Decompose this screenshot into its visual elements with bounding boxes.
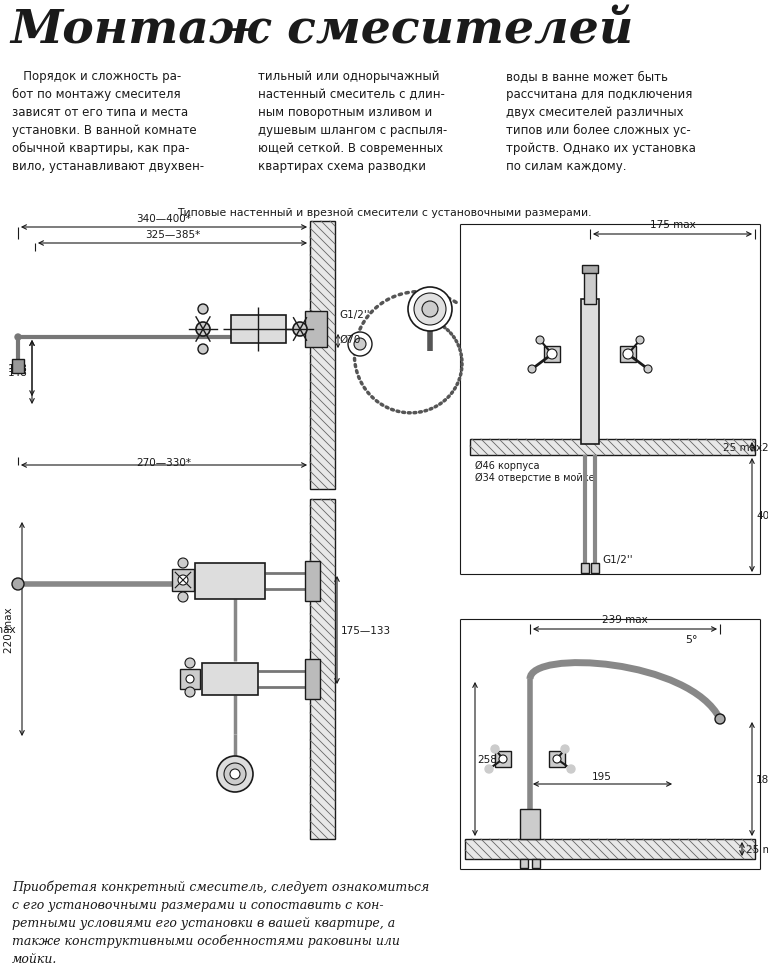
Text: 148: 148 [8,363,28,373]
Text: Порядок и сложность ра-
бот по монтажу смесителя
зависят от его типа и места
уст: Порядок и сложность ра- бот по монтажу с… [12,70,204,173]
Text: 175—133: 175—133 [341,625,391,635]
Text: 400: 400 [756,510,768,521]
Text: тильный или однорычажный
настенный смеситель с длин-
ным поворотным изливом и
ду: тильный или однорычажный настенный смеси… [258,70,447,173]
Bar [581,564,589,573]
Bar [305,312,327,348]
Circle shape [354,339,366,351]
Text: 148: 148 [8,367,28,378]
Circle shape [178,575,188,585]
Text: 270—330*: 270—330* [137,457,191,468]
Circle shape [491,745,499,753]
Circle shape [186,675,194,683]
Circle shape [644,365,652,373]
Text: Ø34 отверстие в мойке: Ø34 отверстие в мойке [475,473,594,483]
Circle shape [185,687,195,698]
Circle shape [408,287,452,331]
Text: 239 max: 239 max [602,615,648,624]
Bar [470,440,755,455]
Bar [195,564,265,599]
Circle shape [567,765,575,773]
Circle shape [422,302,438,318]
Circle shape [217,756,253,792]
Circle shape [12,578,24,590]
Bar [305,562,320,602]
Bar [465,839,755,859]
Bar [172,570,194,591]
Text: Ø70: Ø70 [339,335,360,345]
Circle shape [198,345,208,355]
Circle shape [293,322,307,337]
Text: воды в ванне может быть
рассчитана для подключения
двух смесителей различных
тип: воды в ванне может быть рассчитана для п… [506,70,696,173]
Bar [305,659,320,700]
Bar [549,751,565,767]
Text: 182: 182 [756,774,768,785]
Bar [12,360,24,373]
Circle shape [178,559,188,569]
Text: 220 max: 220 max [0,624,16,634]
Bar [202,663,258,696]
Text: 220 max: 220 max [4,607,14,652]
Bar [544,347,560,362]
Bar [180,669,200,690]
Circle shape [536,337,544,345]
Text: 195: 195 [592,771,612,782]
Text: G1/2'': G1/2'' [602,554,633,565]
Text: 25 max: 25 max [723,443,762,452]
Bar [532,859,540,869]
Circle shape [224,763,246,786]
Text: Ø46 корпуса: Ø46 корпуса [475,460,539,471]
Bar [591,564,599,573]
Bar [520,859,528,869]
Circle shape [15,335,21,341]
Bar [310,499,335,839]
Text: Приобретая конкретный смеситель, следует ознакомиться
с его установочными размер: Приобретая конкретный смеситель, следует… [12,879,429,965]
Text: Монтаж смесителей: Монтаж смесителей [10,8,634,54]
Circle shape [230,769,240,780]
Bar [495,751,511,767]
Circle shape [348,332,372,357]
Circle shape [553,755,561,763]
Circle shape [198,305,208,315]
Bar [582,266,598,274]
Text: 340—400*: 340—400* [137,214,191,224]
Text: 25 max: 25 max [762,443,768,452]
Text: Типовые настенный и врезной смесители с установочными размерами.: Типовые настенный и врезной смесители с … [177,208,591,218]
Circle shape [414,294,446,325]
Text: G1/2'': G1/2'' [339,310,369,319]
Circle shape [178,592,188,603]
Text: 175 max: 175 max [650,220,695,230]
Bar [620,347,636,362]
Text: 325—385*: 325—385* [145,230,200,239]
Circle shape [185,658,195,668]
Circle shape [623,350,633,360]
Circle shape [485,765,493,773]
Circle shape [528,365,536,373]
Text: 5°: 5° [685,634,697,645]
Circle shape [715,714,725,724]
Circle shape [196,322,210,337]
Bar [231,316,286,344]
Text: 258: 258 [477,754,497,764]
Circle shape [561,745,569,753]
Bar [581,300,599,445]
Bar [520,809,540,839]
Circle shape [636,337,644,345]
Bar [310,222,335,489]
Circle shape [499,755,507,763]
Bar [584,270,596,305]
Text: 25 max: 25 max [746,844,768,854]
Circle shape [547,350,557,360]
